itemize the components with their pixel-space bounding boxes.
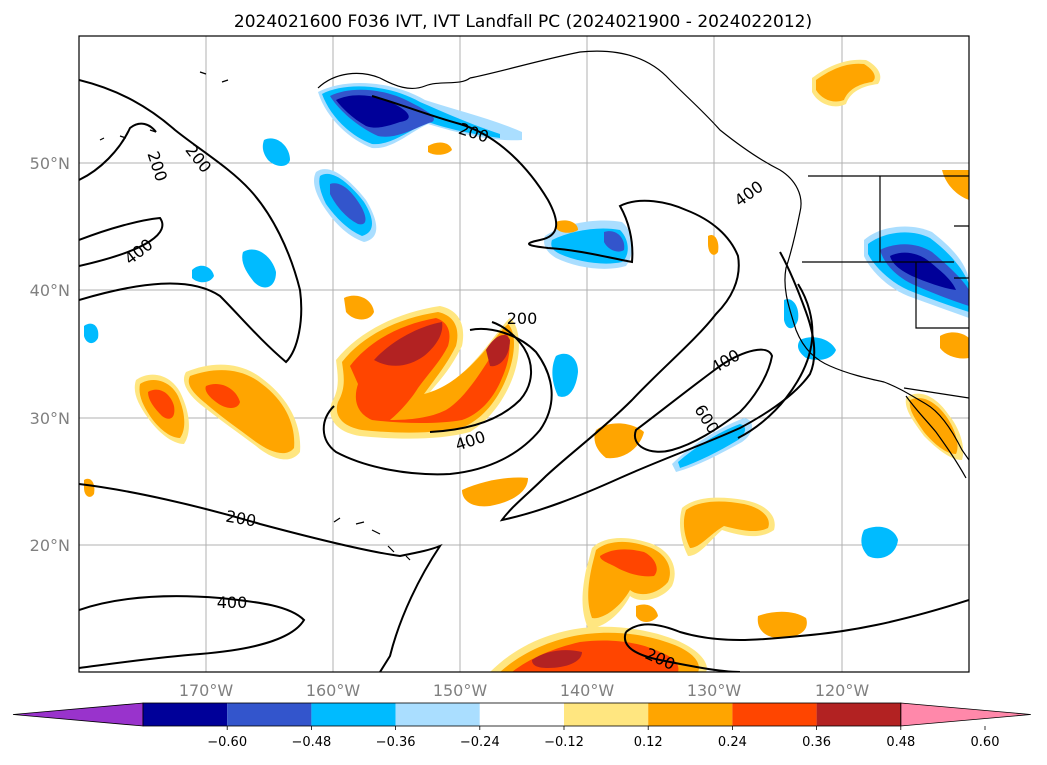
neg-region-southeast-cyan	[678, 424, 746, 468]
contour-200-low	[322, 328, 553, 476]
lon-label-130w: 130°W	[687, 681, 742, 700]
lat-label-50n: 50°N	[30, 154, 70, 173]
neg-region-gulf-alaska-core	[336, 95, 409, 128]
pos-region-central-red	[350, 318, 510, 423]
colorbar-segment	[816, 703, 901, 726]
pos-region-mexico-orange	[909, 397, 958, 454]
colorbar-outline	[142, 702, 902, 727]
contour-label: 400	[217, 593, 248, 612]
gridlines	[79, 36, 969, 672]
coastline-baja	[905, 395, 967, 479]
lat-label-40n: 40°N	[30, 281, 70, 300]
contour-200-nw	[79, 79, 303, 364]
lat-label-30n: 30°N	[30, 409, 70, 428]
colorbar-tick-label: 0.48	[886, 735, 915, 750]
pos-region-small-b	[594, 423, 644, 459]
contour-400-low	[429, 321, 532, 433]
colorbar-tick-label: −0.60	[207, 735, 247, 750]
map-panel: 200 200 200 400 200 400 400 600 400 200 …	[78, 35, 970, 673]
figure-title: 2024021600 F036 IVT, IVT Landfall PC (20…	[234, 12, 812, 32]
colorbar-tick-label: −0.12	[544, 735, 584, 750]
neg-region-small-2	[242, 249, 276, 288]
colorbar-segment	[311, 703, 396, 726]
colorbar-segment	[732, 703, 817, 726]
lon-label-120w: 120°W	[815, 681, 870, 700]
neg-region-small-1	[262, 138, 290, 166]
contour-400-east	[737, 283, 814, 439]
coastline-aleutians	[99, 71, 229, 141]
neg-region-coast-small	[798, 337, 836, 360]
contour-400-nw	[79, 216, 164, 267]
coastlines	[99, 50, 969, 561]
pos-region-small-h	[708, 234, 719, 255]
colorbar-tick-label: −0.24	[460, 735, 500, 750]
contour-200-sw	[79, 483, 443, 672]
lon-label-160w: 160°W	[306, 681, 361, 700]
lat-label-20n: 20°N	[30, 536, 70, 555]
contour-200-se2	[623, 631, 741, 672]
pos-region-north-orange	[816, 63, 875, 102]
pos-region-small-d	[556, 220, 578, 233]
contour-400-600-inner	[633, 348, 774, 453]
map-background	[79, 36, 969, 672]
pos-region-bottom-dark	[532, 650, 582, 668]
pos-region-small-a	[344, 295, 374, 320]
longitude-labels: 170°W 160°W 150°W 140°W 130°W 120°W	[179, 681, 870, 700]
pos-region-se-small	[757, 611, 807, 638]
mexico-border	[903, 387, 969, 399]
pos-region-small-c	[462, 477, 528, 507]
colorbar-segment	[143, 703, 228, 726]
contour-200-se	[625, 599, 969, 641]
pos-region-south-red	[600, 549, 657, 577]
contour-label: 200	[507, 309, 538, 328]
lon-label-170w: 170°W	[179, 681, 234, 700]
neg-region-central-blue	[604, 231, 625, 252]
neg-region-mid-north-blue	[330, 183, 366, 225]
colorbar-segment	[395, 703, 480, 726]
pos-region-small-f	[636, 604, 658, 622]
colorbar-extend-high	[900, 702, 1031, 727]
contour-200-center	[371, 95, 816, 522]
colorbar-tick-label: 0.24	[718, 735, 747, 750]
colorbar-tick-label: −0.36	[376, 735, 416, 750]
pos-region-small-g	[84, 478, 95, 497]
contour-200-nw2	[79, 122, 157, 181]
contour-400-sw	[79, 595, 306, 669]
positive-anomaly-regions	[84, 59, 969, 672]
ivt-contours	[79, 79, 969, 672]
colorbar-segment	[564, 703, 649, 726]
colorbar-extend-low	[12, 702, 144, 727]
lon-label-140w: 140°W	[560, 681, 615, 700]
colorbar-tick-label: 0.12	[634, 735, 663, 750]
colorbar-tick-label: −0.48	[291, 735, 331, 750]
pos-region-ne-edge	[942, 170, 969, 200]
pos-region-se-orange	[683, 501, 769, 548]
pos-region-small-e	[428, 142, 452, 155]
pos-region-east-edge	[940, 332, 969, 359]
coastline-hawaii	[333, 517, 411, 561]
pos-region-central-dark-1	[374, 322, 443, 366]
coastline-north-america	[469, 50, 969, 461]
colorbar-tick-label: 0.60	[971, 735, 1000, 750]
neg-region-south-small	[861, 526, 898, 559]
map-frame	[78, 35, 970, 673]
neg-region-small-4	[84, 323, 99, 344]
state-borders	[802, 175, 969, 329]
latitude-labels: 50°N 40°N 30°N 20°N	[30, 154, 70, 555]
colorbar-segment	[227, 703, 312, 726]
coastline-alaska	[317, 72, 471, 90]
pos-region-west-red	[205, 383, 240, 408]
colorbar-tick-label: 0.36	[802, 735, 831, 750]
lon-label-150w: 150°W	[433, 681, 488, 700]
pos-region-west2-red	[148, 389, 175, 419]
neg-region-east-small	[552, 353, 578, 397]
neg-region-small-3	[192, 265, 214, 283]
colorbar-segment	[479, 703, 564, 726]
colorbar: −0.60 −0.48 −0.36 −0.24 −0.12 0.12 0.24 0.36 0.4…	[12, 702, 1031, 750]
colorbar-segment	[648, 703, 733, 726]
pos-region-central-dark-2	[486, 335, 510, 367]
